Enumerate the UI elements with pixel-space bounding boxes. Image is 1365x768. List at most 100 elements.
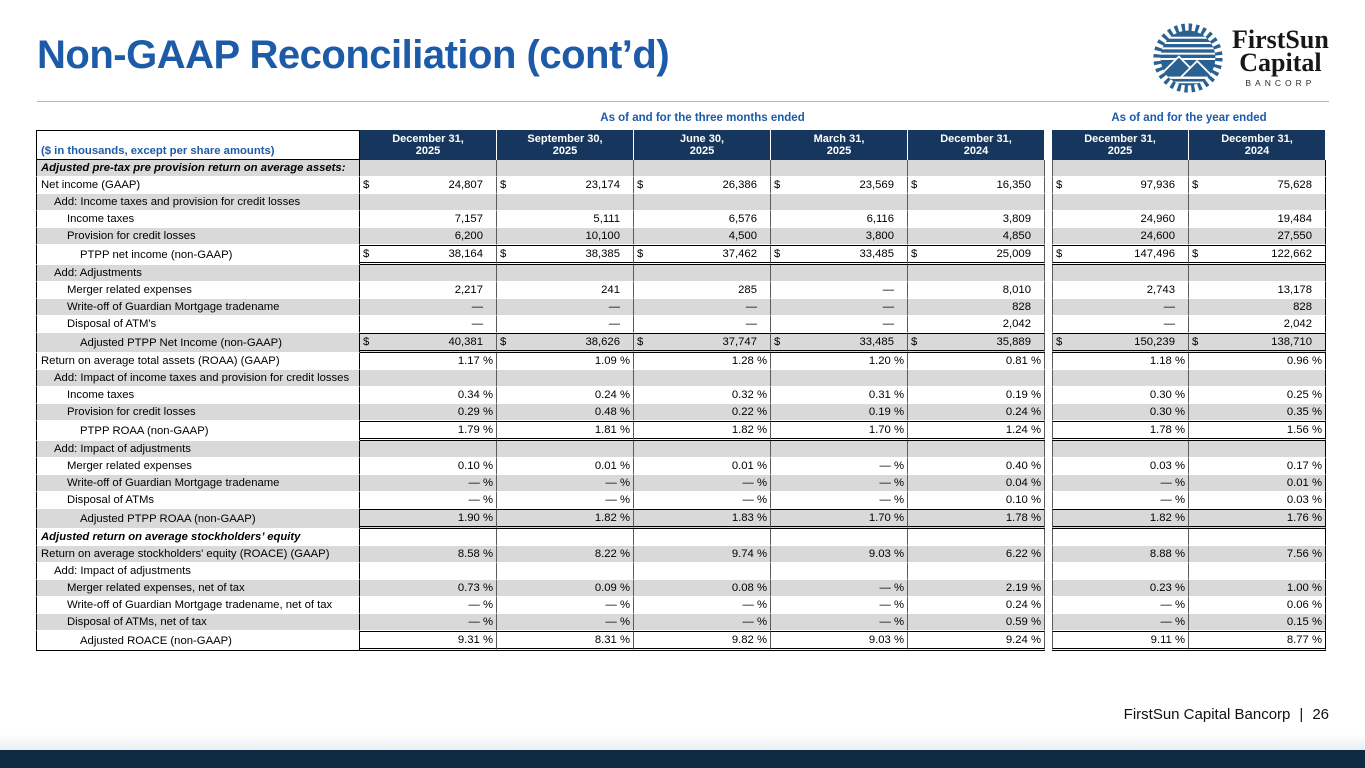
table-row: Add: Impact of adjustments xyxy=(36,441,1326,458)
column-gap xyxy=(1045,421,1052,441)
value-cell xyxy=(634,194,771,211)
column-gap xyxy=(1045,282,1052,299)
value-cell: 0.10 % xyxy=(360,458,497,475)
table-row: Add: Adjustments xyxy=(36,265,1326,282)
column-group-label-quarters: As of and for the three months ended xyxy=(600,112,805,124)
value-cell: — % xyxy=(360,597,497,614)
table-row: Disposal of ATMs — % — % — % — % 0.10 % — % 0.0… xyxy=(36,492,1326,509)
table-row: Return on average stockholders' equity (… xyxy=(36,546,1326,563)
value-cell: 828 xyxy=(1189,299,1326,316)
value-cell xyxy=(1189,194,1326,211)
value-cell: 1.24 % xyxy=(908,421,1045,441)
footer-separator: | xyxy=(1299,706,1304,723)
value-cell xyxy=(1189,370,1326,387)
value-cell: 1.83 % xyxy=(634,509,771,529)
value-cell: $38,385 xyxy=(497,245,634,265)
value-cell: 1.28 % xyxy=(634,353,771,370)
column-gap xyxy=(1045,597,1052,614)
value-cell: 0.40 % xyxy=(908,458,1045,475)
value-cell xyxy=(1052,370,1189,387)
value-cell: 0.15 % xyxy=(1189,614,1326,631)
value-cell xyxy=(634,441,771,458)
value-cell: 1.82 % xyxy=(634,421,771,441)
value-cell: 1.78 % xyxy=(1052,421,1189,441)
value-cell: 0.22 % xyxy=(634,404,771,421)
value-cell: $75,628 xyxy=(1189,177,1326,194)
row-label: Disposal of ATMs xyxy=(36,492,360,509)
table-row: Adjusted PTPP Net Income (non-GAAP) $40,3… xyxy=(36,333,1326,353)
row-label: Disposal of ATMs, net of tax xyxy=(36,614,360,631)
table-row: PTPP ROAA (non-GAAP) 1.79 % 1.81 % 1.82 % 1.… xyxy=(36,421,1326,441)
value-cell: 0.24 % xyxy=(497,387,634,404)
table-row: Income taxes 0.34 % 0.24 % 0.32 % 0.31 % 0.19… xyxy=(36,387,1326,404)
value-cell: $150,239 xyxy=(1052,333,1189,353)
table-row: PTPP net income (non-GAAP) $38,164 $38,385… xyxy=(36,245,1326,265)
value-cell xyxy=(497,441,634,458)
value-cell: — % xyxy=(360,492,497,509)
value-cell: 0.48 % xyxy=(497,404,634,421)
table-row: Adjusted pre-tax pre provision return on… xyxy=(36,160,1326,177)
value-cell: 241 xyxy=(497,282,634,299)
value-cell xyxy=(497,529,634,546)
value-cell xyxy=(1052,529,1189,546)
row-label: Merger related expenses, net of tax xyxy=(36,580,360,597)
row-label: Merger related expenses xyxy=(36,458,360,475)
column-header: June 30, 2025 xyxy=(634,130,771,160)
table-row: Merger related expenses 2,217 241 285—8,010… xyxy=(36,282,1326,299)
value-cell: 6,200 xyxy=(360,228,497,245)
value-cell: $97,936 xyxy=(1052,177,1189,194)
value-cell xyxy=(908,563,1045,580)
value-cell xyxy=(1189,265,1326,282)
bottom-navy-bar xyxy=(0,750,1365,768)
row-label: Add: Impact of adjustments xyxy=(36,563,360,580)
column-gap xyxy=(1045,160,1052,177)
value-cell: 1.70 % xyxy=(771,509,908,529)
value-cell: $37,462 xyxy=(634,245,771,265)
table-row: Income taxes 7,157 5,111 6,576 6,116 3,809 24,… xyxy=(36,211,1326,228)
value-cell: — xyxy=(360,299,497,316)
column-gap xyxy=(1045,614,1052,631)
value-cell: 0.04 % xyxy=(908,475,1045,492)
non-gaap-reconciliation-table: ($ in thousands, except per share amount… xyxy=(36,130,1326,651)
row-label: Return on average stockholders' equity (… xyxy=(36,546,360,563)
value-cell: 0.03 % xyxy=(1189,492,1326,509)
value-cell xyxy=(771,529,908,546)
value-cell: 0.34 % xyxy=(360,387,497,404)
value-cell: — % xyxy=(497,492,634,509)
firstsun-sun-mountain-icon xyxy=(1153,23,1223,93)
value-cell: 5,111 xyxy=(497,211,634,228)
row-label: Add: Impact of adjustments xyxy=(36,441,360,458)
value-cell: 24,600 xyxy=(1052,228,1189,245)
table-row: Disposal of ATM's — — — —2,042—2,042 xyxy=(36,316,1326,333)
value-cell: 0.30 % xyxy=(1052,387,1189,404)
value-cell: 1.09 % xyxy=(497,353,634,370)
slide-footer: FirstSun Capital Bancorp | 26 xyxy=(1124,706,1329,723)
column-gap xyxy=(1045,228,1052,245)
value-cell: 9.03 % xyxy=(771,546,908,563)
logo-line-firstsun: FirstSun xyxy=(1232,25,1329,54)
value-cell: — % xyxy=(1052,614,1189,631)
value-cell xyxy=(1052,441,1189,458)
value-cell: 7,157 xyxy=(360,211,497,228)
value-cell: 285 xyxy=(634,282,771,299)
row-label: Adjusted PTPP Net Income (non-GAAP) xyxy=(36,333,360,353)
footer-company-name: FirstSun Capital Bancorp xyxy=(1123,706,1291,723)
value-cell xyxy=(908,194,1045,211)
value-cell: — % xyxy=(1052,475,1189,492)
table-row: Adjusted return on average stockholders’… xyxy=(36,529,1326,546)
value-cell: 0.73 % xyxy=(360,580,497,597)
value-cell: 0.09 % xyxy=(497,580,634,597)
value-cell xyxy=(497,194,634,211)
value-cell xyxy=(497,265,634,282)
value-cell xyxy=(634,160,771,177)
value-cell xyxy=(1189,441,1326,458)
value-cell: — % xyxy=(771,597,908,614)
value-cell: 9.74 % xyxy=(634,546,771,563)
value-cell xyxy=(360,265,497,282)
value-cell: — % xyxy=(771,475,908,492)
title-divider xyxy=(37,101,1329,102)
table-row: Merger related expenses 0.10 % 0.01 % 0.01 … xyxy=(36,458,1326,475)
value-cell: 0.59 % xyxy=(908,614,1045,631)
value-cell: $38,164 xyxy=(360,245,497,265)
